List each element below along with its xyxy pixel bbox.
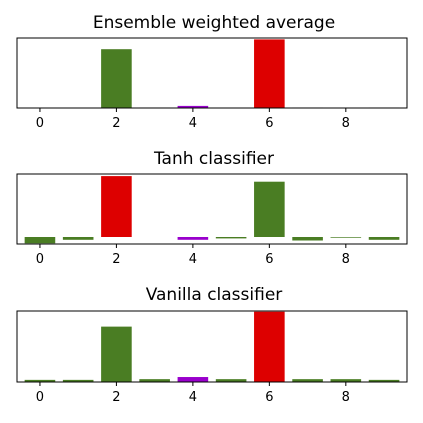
bars: [24, 311, 400, 382]
x-tick-label: 6: [265, 390, 273, 405]
axes-frame: [16, 310, 408, 383]
bar-1: [62, 237, 94, 240]
panel-title: Tanh classifier: [153, 149, 274, 169]
bar-4: [177, 105, 209, 108]
bar-6: [254, 311, 285, 382]
bar-2: [101, 176, 132, 237]
bar-9: [368, 379, 400, 382]
bar-8: [330, 237, 362, 238]
x-ticks: 0 2 4 6 8: [36, 382, 350, 405]
x-tick-label: 6: [265, 252, 273, 267]
panel-tanh: Tanh classifier 0 2 4 6 8: [16, 149, 408, 267]
bar-4: [177, 377, 209, 382]
panel-title: Ensemble weighted average: [93, 13, 335, 33]
panel-ensemble: Ensemble weighted average 0 2 4 6 8: [16, 13, 408, 131]
x-tick-label: 8: [342, 252, 350, 267]
bar-4: [177, 237, 209, 240]
x-tick-label: 6: [265, 116, 273, 131]
x-tick-label: 2: [112, 252, 120, 267]
bars: [24, 39, 400, 109]
bar-6: [254, 181, 285, 237]
bar-9: [368, 237, 400, 240]
x-tick-label: 0: [36, 390, 44, 405]
x-tick-label: 2: [112, 390, 120, 405]
bar-5: [215, 379, 247, 382]
bar-1: [62, 379, 94, 382]
bar-5: [215, 237, 247, 239]
x-tick-label: 4: [189, 390, 197, 405]
x-ticks: 0 2 4 6 8: [36, 108, 350, 131]
bars: [24, 176, 400, 244]
x-tick-label: 2: [112, 116, 120, 131]
bar-2: [101, 326, 132, 382]
x-tick-label: 8: [342, 390, 350, 405]
bar-3: [139, 379, 170, 382]
x-tick-label: 0: [36, 252, 44, 267]
x-tick-label: 4: [189, 116, 197, 131]
bar-3: [139, 237, 170, 238]
bar-7: [292, 379, 323, 382]
bar-8: [330, 379, 362, 382]
bar-0: [24, 379, 56, 382]
bar-7: [292, 237, 323, 241]
x-ticks: 0 2 4 6 8: [36, 244, 350, 267]
x-tick-label: 0: [36, 116, 44, 131]
bar-2: [101, 49, 132, 108]
x-tick-label: 4: [189, 252, 197, 267]
x-tick-label: 8: [342, 116, 350, 131]
axes-frame: [16, 37, 408, 109]
bar-0: [24, 237, 56, 244]
panel-vanilla: Vanilla classifier 0 2 4 6 8: [16, 285, 408, 405]
panel-title: Vanilla classifier: [146, 285, 283, 305]
bar-6: [254, 39, 285, 108]
axes-frame: [16, 173, 408, 245]
